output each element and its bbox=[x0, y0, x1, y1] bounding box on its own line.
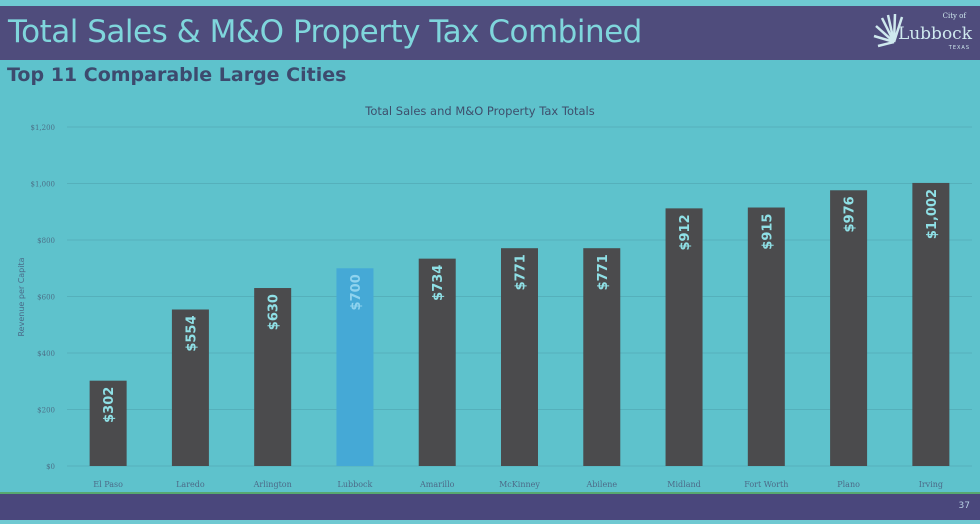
bar-midland bbox=[665, 208, 703, 467]
y-tick-label: $1,200 bbox=[31, 124, 56, 132]
x-category-label: Laredo bbox=[176, 480, 205, 489]
x-category-label: Abilene bbox=[585, 480, 617, 489]
bottom-strip bbox=[0, 520, 980, 524]
bar-arlington bbox=[254, 288, 292, 466]
bar-chart: Total Sales and M&O Property Tax Totals … bbox=[17, 104, 972, 489]
slide-footer: 37 bbox=[0, 492, 980, 520]
x-category-label: Amarillo bbox=[419, 480, 455, 489]
bar-irving bbox=[912, 182, 950, 466]
bar-lubbock bbox=[336, 268, 374, 466]
y-tick-label: $800 bbox=[37, 237, 55, 245]
y-tick-label: $400 bbox=[37, 350, 55, 358]
slide-subtitle: Top 11 Comparable Large Cities bbox=[7, 64, 347, 86]
data-label: $700 bbox=[349, 274, 364, 310]
slide-title: Total Sales & M&O Property Tax Combined bbox=[8, 14, 642, 50]
x-category-label: El Paso bbox=[93, 480, 123, 489]
y-tick-label: $200 bbox=[37, 407, 55, 415]
bar-fort-worth bbox=[747, 207, 785, 466]
data-label: $630 bbox=[267, 294, 282, 330]
top-strip bbox=[0, 0, 980, 6]
y-tick-label: $0 bbox=[46, 463, 55, 471]
chart-title: Total Sales and M&O Property Tax Totals bbox=[364, 104, 594, 118]
page-number: 37 bbox=[958, 501, 970, 511]
data-label: $554 bbox=[184, 315, 199, 351]
data-label: $734 bbox=[431, 265, 446, 301]
data-label: $915 bbox=[760, 214, 775, 250]
sunburst-logo-icon bbox=[873, 13, 904, 48]
y-tick-label: $600 bbox=[37, 294, 55, 302]
bar-abilene bbox=[583, 248, 621, 466]
x-category-label: Lubbock bbox=[338, 480, 373, 489]
data-label: $771 bbox=[596, 254, 611, 290]
bar-amarillo bbox=[418, 258, 456, 466]
y-tick-label: $1,000 bbox=[31, 181, 56, 189]
data-label: $302 bbox=[102, 387, 117, 423]
x-category-label: Plano bbox=[837, 480, 860, 489]
bar-mckinney bbox=[501, 248, 538, 466]
bar-laredo bbox=[171, 309, 209, 466]
bar-plano bbox=[830, 190, 868, 466]
x-category-label: Midland bbox=[667, 480, 700, 489]
x-category-label: Irving bbox=[919, 480, 943, 489]
bar-el-paso bbox=[89, 380, 127, 466]
city-logo: City of Lubbock TEXAS bbox=[872, 10, 972, 56]
x-category-label: McKinney bbox=[499, 480, 540, 489]
data-label: $912 bbox=[678, 214, 693, 250]
slide-header: Total Sales & M&O Property Tax Combined … bbox=[0, 6, 980, 60]
x-category-label: Fort Worth bbox=[744, 480, 788, 489]
data-label: $771 bbox=[514, 254, 529, 290]
data-label: $1,002 bbox=[925, 189, 940, 239]
y-axis-label: Revenue per Capita bbox=[17, 257, 26, 336]
data-label: $976 bbox=[843, 196, 858, 232]
x-category-label: Arlington bbox=[253, 480, 292, 489]
